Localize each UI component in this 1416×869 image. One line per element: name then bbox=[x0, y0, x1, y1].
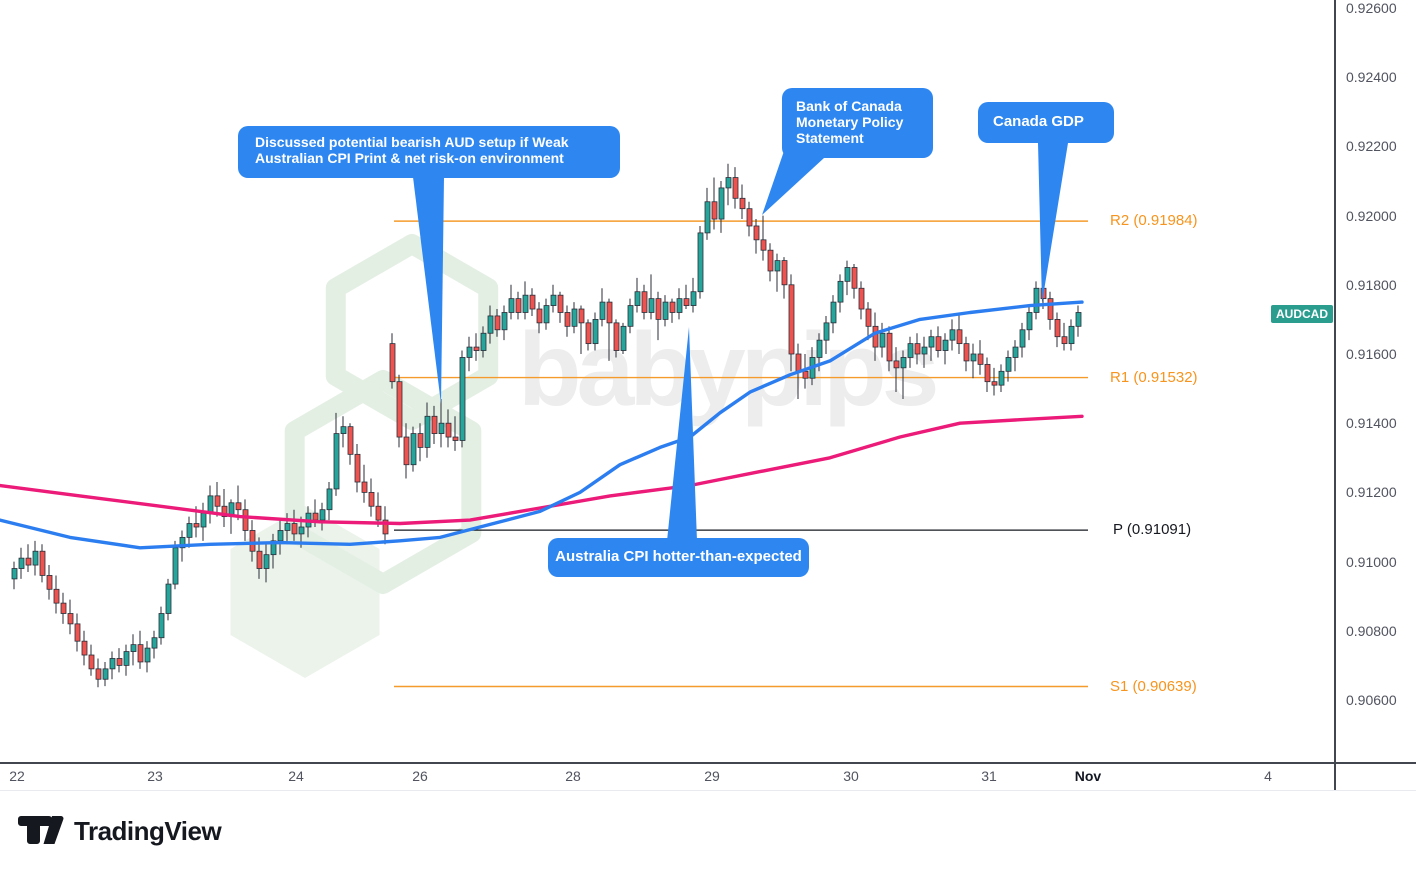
pivot-label-r1: R1 (0.91532) bbox=[1110, 368, 1198, 386]
price-axis-label: 0.92200 bbox=[1346, 138, 1397, 155]
time-axis-label: 31 bbox=[981, 768, 997, 784]
callout-text-line: Canada GDP bbox=[993, 113, 1084, 130]
price-axis-label: 0.91200 bbox=[1346, 484, 1397, 501]
time-axis-label: 4 bbox=[1264, 768, 1272, 784]
price-axis-label: 0.92400 bbox=[1346, 69, 1397, 86]
callout-bearish-aud-setup[interactable]: Discussed potential bearish AUD setup if… bbox=[238, 126, 620, 178]
callout-text-line: Discussed potential bearish AUD setup if… bbox=[255, 134, 569, 150]
time-axis-label: 29 bbox=[704, 768, 720, 784]
price-axis-label: 0.91400 bbox=[1346, 415, 1397, 432]
time-axis-label: 26 bbox=[412, 768, 428, 784]
callout-tail-gdp bbox=[1038, 143, 1068, 303]
callout-tail-discussed bbox=[413, 177, 444, 404]
callout-text-line: Australian CPI Print & net risk-on envir… bbox=[255, 150, 564, 166]
callout-text-line: Australia CPI hotter-than-expected bbox=[555, 548, 802, 565]
tradingview-logo[interactable]: TradingView bbox=[18, 814, 222, 848]
time-axis-label: 30 bbox=[843, 768, 859, 784]
callout-text-line: Statement bbox=[796, 130, 864, 146]
callout-tail-aus bbox=[667, 327, 697, 541]
pivot-label-p: P (0.91091) bbox=[1113, 521, 1192, 539]
time-axis-border bbox=[0, 762, 1416, 764]
price-axis-label: 0.91000 bbox=[1346, 553, 1397, 570]
callout-australia-cpi[interactable]: Australia CPI hotter-than-expected bbox=[548, 538, 809, 577]
moving-average-lines bbox=[0, 300, 1084, 550]
pivot-label-s1: S1 (0.90639) bbox=[1110, 677, 1197, 695]
time-axis-label: 28 bbox=[565, 768, 581, 784]
callout-tails bbox=[413, 143, 1068, 541]
tradingview-logo-icon bbox=[18, 816, 64, 844]
callout-text-line: Bank of Canada bbox=[796, 98, 902, 114]
pivot-label-r2: R2 (0.91984) bbox=[1110, 212, 1198, 230]
price-axis-label: 0.90800 bbox=[1346, 622, 1397, 639]
price-axis-label: 0.91800 bbox=[1346, 276, 1397, 293]
price-axis-label: 0.90600 bbox=[1346, 692, 1397, 708]
time-axis-label: 22 bbox=[9, 768, 25, 784]
ma-slow-pink bbox=[0, 414, 1084, 526]
time-axis-label: Nov bbox=[1074, 768, 1102, 784]
hexagon-watermark-shape bbox=[325, 234, 499, 430]
price-axis-label: 0.91600 bbox=[1346, 346, 1397, 362]
callout-canada-gdp[interactable]: Canada GDP bbox=[978, 102, 1114, 143]
time-axis-label: 23 bbox=[147, 768, 163, 784]
tradingview-logo-text: TradingView bbox=[74, 815, 222, 846]
callout-text-line: Monetary Policy bbox=[796, 114, 904, 130]
symbol-price-badge: AUDCAD bbox=[1271, 304, 1333, 323]
pivot-lines-layer bbox=[394, 220, 1088, 688]
candlestick-series bbox=[11, 163, 1082, 688]
price-axis-label: 0.92600 bbox=[1346, 0, 1397, 16]
ma-fast-blue bbox=[0, 300, 1084, 550]
callout-tail-boc bbox=[762, 151, 824, 215]
price-axis-label: 0.92000 bbox=[1346, 207, 1397, 224]
hexagon-watermark-shape bbox=[230, 506, 380, 678]
callout-bank-of-canada[interactable]: Bank of Canada Monetary Policy Statement bbox=[782, 88, 933, 158]
time-axis-bottom-divider bbox=[0, 790, 1416, 791]
time-axis-label: 24 bbox=[288, 768, 304, 784]
price-axis-border bbox=[1334, 0, 1336, 790]
hexagon-watermark-shape bbox=[284, 370, 482, 594]
